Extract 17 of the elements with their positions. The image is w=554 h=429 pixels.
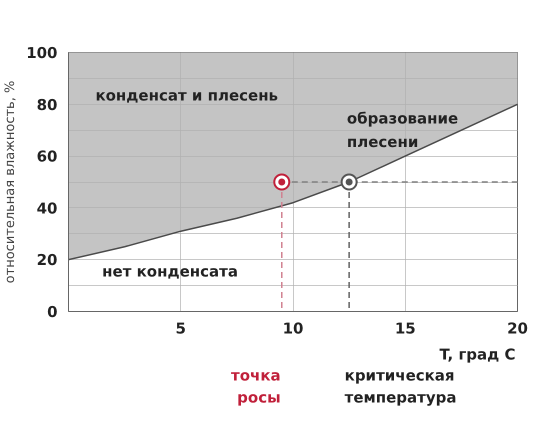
- x-axis-title: T, град C: [439, 346, 516, 364]
- x-tick-label: 15: [394, 320, 416, 338]
- annotation: нет конденсата: [102, 262, 238, 280]
- y-tick-label: 100: [26, 44, 58, 62]
- x-tick-label: 5: [176, 320, 186, 338]
- x-tick-label: 10: [282, 320, 304, 338]
- y-tick-label: 40: [36, 199, 58, 218]
- annotation: конденсат и плесень: [95, 86, 278, 104]
- y-tick-label: 20: [36, 251, 58, 270]
- text: точка росы: [231, 366, 281, 406]
- annotation: образование плесени: [346, 110, 458, 151]
- x-tick-label: 20: [507, 320, 528, 338]
- text: критическая температура: [344, 366, 456, 406]
- y-tick-label: 60: [36, 148, 58, 166]
- y-tick-label: 80: [36, 96, 58, 114]
- y-axis-title: относительная влажность, %: [3, 80, 18, 284]
- y-tick-label: 0: [47, 303, 58, 321]
